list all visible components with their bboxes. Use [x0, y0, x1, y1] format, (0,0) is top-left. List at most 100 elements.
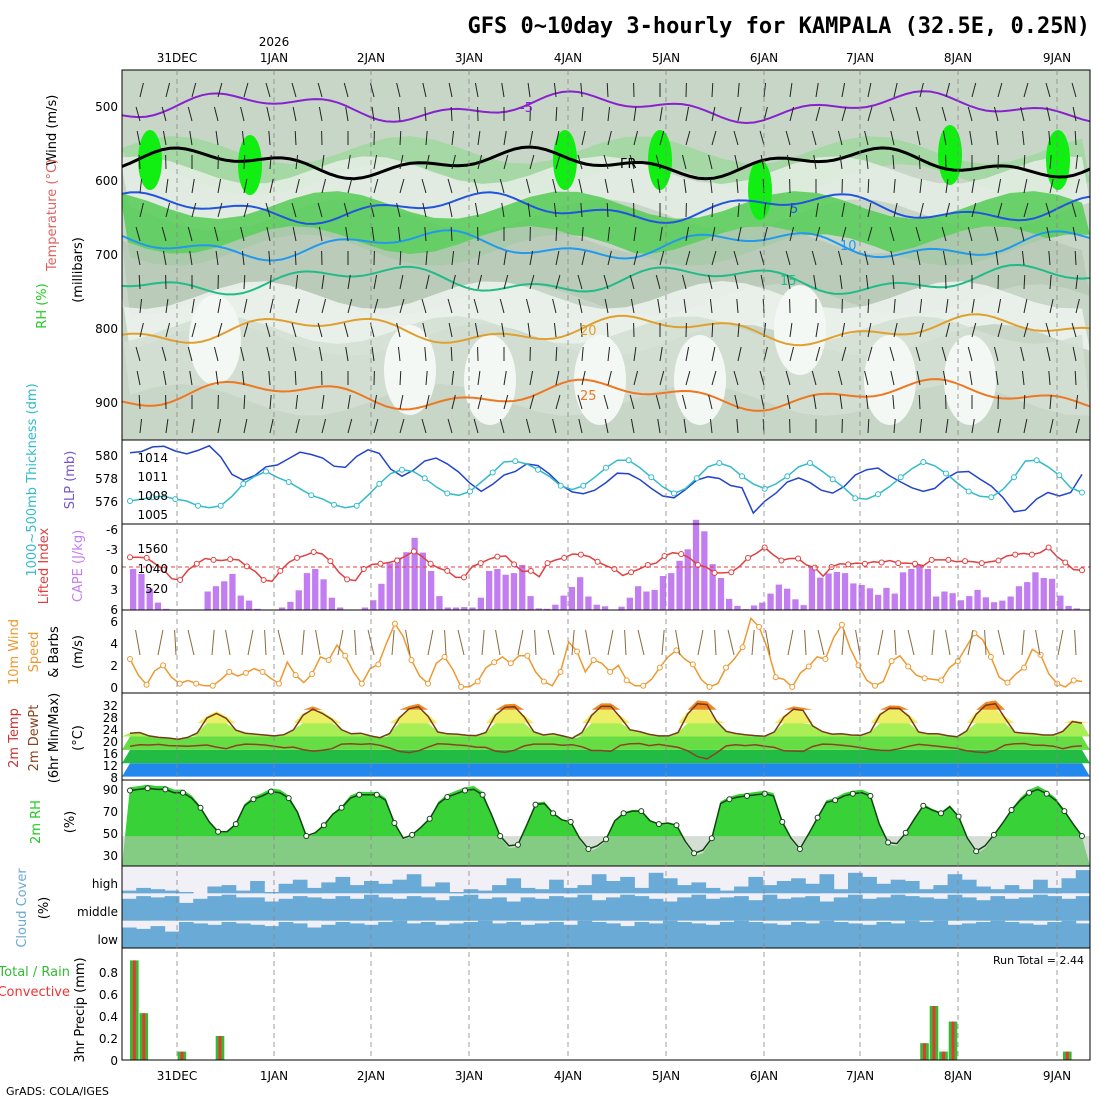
- wind-barb: [864, 370, 869, 386]
- thickness-point: [875, 491, 881, 498]
- cape-bar: [535, 608, 542, 610]
- wind-barb: [711, 82, 714, 98]
- precip-convective-label: Convective: [0, 985, 70, 1000]
- lifted-index-point: [243, 563, 250, 570]
- thickness-point: [172, 496, 179, 503]
- wind10m-barb: [727, 629, 735, 656]
- slp-line: [129, 444, 1083, 515]
- thickness-point: [693, 475, 700, 482]
- wind-barb: [243, 418, 248, 434]
- cloud-cell: [307, 887, 322, 894]
- wind-barb: [916, 130, 921, 146]
- wind-barb: [1046, 226, 1051, 242]
- wind-barb: [919, 418, 923, 434]
- wind-barb: [373, 178, 379, 194]
- wind-barb: [396, 82, 401, 98]
- cloud-cell: [349, 923, 365, 948]
- wind-barb: [919, 298, 923, 314]
- wind-barb: [837, 250, 843, 266]
- wind-barb: [889, 226, 895, 242]
- cloud-cell: [136, 887, 151, 894]
- wind-barb: [1046, 106, 1051, 122]
- wind-barb: [811, 370, 817, 386]
- rh-high-cell: [238, 135, 262, 195]
- thickness-point: [671, 490, 677, 497]
- date-label-bottom: 7JAN: [846, 1069, 874, 1083]
- wind-barb: [555, 226, 558, 242]
- cloud-cell: [691, 923, 707, 948]
- temp2m-axis-label: (6hr Min/Max): [47, 693, 62, 783]
- precip-convective-bar: [932, 1006, 936, 1060]
- wind-barb: [243, 154, 246, 170]
- thickness-point: [784, 473, 791, 480]
- wind-barb: [893, 178, 896, 194]
- wind-speed-point: [987, 653, 994, 660]
- cape-bar: [717, 578, 725, 610]
- cape-bar: [287, 601, 294, 610]
- rh2m-point: [691, 850, 698, 857]
- wind-barb: [347, 178, 353, 194]
- rh2m-point: [232, 821, 239, 828]
- isotherm-line: [121, 263, 1091, 296]
- rh2m-point: [320, 822, 327, 829]
- rh2m-point: [303, 833, 310, 839]
- wind-barb: [425, 154, 430, 170]
- cloud-cell: [392, 879, 408, 894]
- isotherm-line: [121, 378, 1091, 412]
- wind-barb: [711, 322, 714, 338]
- cloud-cell: [976, 900, 991, 921]
- wind-barb: [215, 250, 219, 266]
- cape-bar: [684, 549, 691, 610]
- cloud-cell: [606, 897, 621, 921]
- wind-barb: [347, 298, 353, 314]
- wind-barb: [552, 178, 557, 194]
- wind-speed-point: [938, 677, 945, 684]
- lifted-index-point: [377, 560, 384, 567]
- cape-bar: [775, 584, 782, 610]
- cape-bar: [651, 589, 658, 610]
- cloud-cell: [178, 922, 194, 948]
- isotherm-line: [121, 229, 1091, 262]
- cape-bar: [759, 602, 766, 610]
- wind-barb: [448, 322, 453, 338]
- rh2m-point: [514, 841, 521, 848]
- cape-axis-label: CAPE (J/kg): [71, 530, 86, 602]
- wind-barb: [165, 202, 171, 218]
- wind-barb: [941, 346, 947, 362]
- wind-barb: [789, 106, 795, 122]
- wind-barb: [630, 298, 635, 314]
- cloud-cell: [862, 898, 877, 921]
- cape-bar: [1073, 608, 1080, 610]
- temp2m-axis-label: 2m DewPt: [27, 705, 42, 772]
- cape-tick-label: 1560: [137, 542, 168, 556]
- wind-barb: [373, 418, 379, 434]
- wind-barb: [269, 394, 272, 410]
- cloud-cell: [862, 876, 877, 894]
- wind-barb: [967, 226, 973, 242]
- lifted-index-point: [1045, 544, 1052, 551]
- wind-barb: [969, 130, 973, 146]
- wind-barb: [162, 130, 167, 146]
- wind-barb: [1023, 394, 1026, 410]
- wind-speed-point: [872, 682, 878, 689]
- cloud-cell: [235, 923, 251, 948]
- wind10m-barb: [225, 629, 231, 656]
- wind-barb: [633, 346, 637, 362]
- wind-barb: [1074, 130, 1077, 146]
- wind-barb: [269, 178, 274, 194]
- wind-barb: [1021, 370, 1025, 386]
- cape-bar: [875, 594, 882, 610]
- wind-barb: [655, 274, 661, 290]
- cloud-cell: [492, 885, 507, 894]
- wind-barb: [139, 178, 143, 194]
- wind-barb: [813, 154, 817, 170]
- wind-barb: [399, 130, 402, 146]
- rh2m-point: [1008, 807, 1015, 813]
- rh-dry-cell: [189, 295, 241, 385]
- wind-barb: [165, 82, 171, 98]
- wind-barb: [811, 130, 817, 146]
- temp-band: [122, 723, 1090, 737]
- precip-tick-label: 0: [110, 1054, 118, 1068]
- wind-barb: [864, 130, 869, 146]
- cape-bar: [370, 600, 377, 610]
